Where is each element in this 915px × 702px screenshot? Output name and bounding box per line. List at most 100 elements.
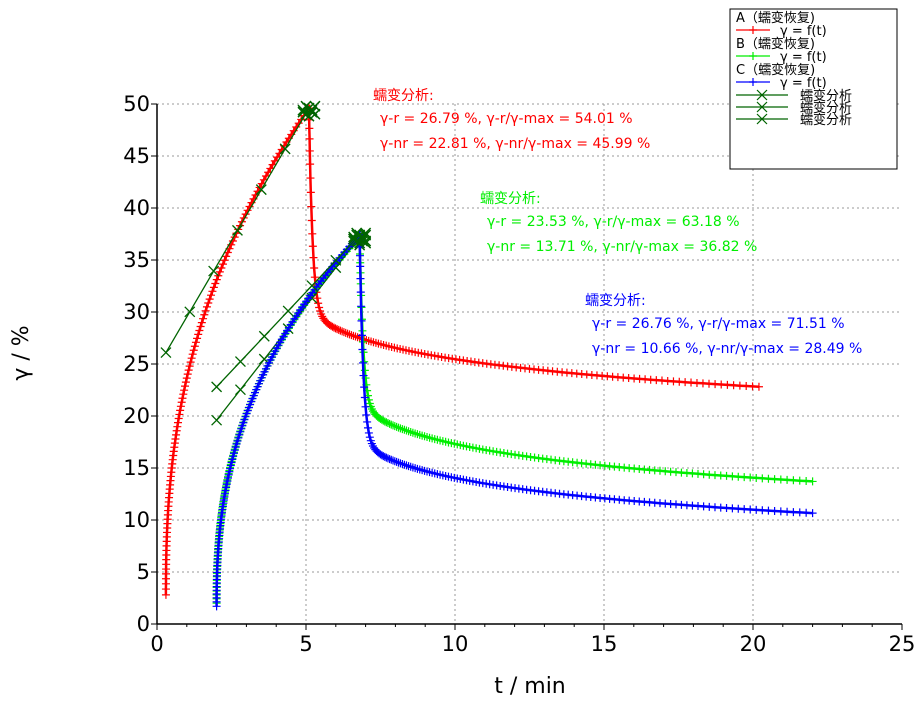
legend-entry: 蠕变分析 xyxy=(800,100,852,116)
fit-marker xyxy=(282,305,294,317)
data-point xyxy=(341,328,350,337)
data-point xyxy=(313,294,322,303)
annotation-title: 蠕变分析: xyxy=(373,88,434,104)
y-axis-label: γ / % xyxy=(9,325,34,380)
data-point xyxy=(181,378,190,387)
y-tick-label: 5 xyxy=(137,560,150,584)
data-point xyxy=(191,338,200,347)
fit-marker xyxy=(255,184,267,196)
data-point xyxy=(365,433,374,442)
annotation-line: γ-nr = 13.71 %, γ-nr/γ-max = 36.82 % xyxy=(487,239,757,255)
legend-item: B（蠕变恢复)γ = f(t) xyxy=(736,36,827,65)
data-point xyxy=(310,263,319,272)
fit-marker xyxy=(234,384,246,396)
data-point xyxy=(200,310,209,319)
data-point xyxy=(387,455,396,464)
data-point xyxy=(173,422,182,431)
legend-marker xyxy=(756,113,768,125)
annotation-line: γ-r = 26.79 %, γ-r/γ-max = 54.01 % xyxy=(380,111,633,127)
data-point xyxy=(356,262,365,271)
data-point xyxy=(215,267,224,276)
data-point xyxy=(338,327,347,336)
data-point xyxy=(305,134,314,143)
data-point xyxy=(306,174,315,183)
annotations: 蠕变分析: γ-r = 26.79 %, γ-r/γ-max = 54.01 % γ… xyxy=(373,88,862,357)
fit-marker xyxy=(211,414,223,426)
data-point xyxy=(176,402,185,411)
fit-marker xyxy=(330,254,342,266)
data-point xyxy=(357,331,366,340)
data-point xyxy=(351,332,360,341)
data-point xyxy=(360,383,369,392)
legend-title: B（蠕变恢复) xyxy=(736,36,815,52)
y-tick-label: 25 xyxy=(123,352,150,376)
data-point xyxy=(172,426,181,435)
data-point xyxy=(306,188,315,197)
data-point xyxy=(308,229,317,238)
data-point xyxy=(202,302,211,311)
data-point xyxy=(363,423,372,432)
x-tick-label: 20 xyxy=(740,632,767,656)
data-point xyxy=(361,402,370,411)
data-point xyxy=(353,333,362,342)
data-point xyxy=(211,279,220,288)
data-point xyxy=(199,314,208,323)
data-point xyxy=(356,251,365,260)
y-tick-label: 40 xyxy=(123,196,150,220)
data-point xyxy=(314,299,323,308)
legend-entry: 蠕变分析 xyxy=(800,88,852,104)
legend-item: 蠕变分析 xyxy=(736,100,852,116)
data-point xyxy=(217,263,226,272)
data-point xyxy=(347,331,356,340)
data-point xyxy=(306,160,315,169)
legend-entry: γ = f(t) xyxy=(780,76,827,91)
data-point xyxy=(174,414,183,423)
data-point xyxy=(208,287,217,296)
y-tick-label: 0 xyxy=(137,612,150,636)
data-point xyxy=(383,454,392,463)
data-point xyxy=(364,428,373,437)
data-point xyxy=(358,358,367,367)
x-axis-label: t / min xyxy=(494,674,566,699)
data-point xyxy=(396,459,405,468)
data-point xyxy=(172,430,181,439)
x-tick-label: 15 xyxy=(591,632,618,656)
data-point xyxy=(394,458,403,467)
fit-marker xyxy=(258,330,270,342)
annotation-1: 蠕变分析: γ-r = 23.53 %, γ-r/γ-max = 63.18 % γ… xyxy=(480,191,757,255)
data-point xyxy=(360,393,369,402)
data-point xyxy=(309,253,318,262)
x-tick-label: 5 xyxy=(299,632,312,656)
data-point xyxy=(308,242,317,251)
fit-marker xyxy=(309,100,321,112)
legend-item: 蠕变分析 xyxy=(736,88,852,104)
data-point xyxy=(193,334,202,343)
data-point xyxy=(357,302,366,311)
legend-marker xyxy=(749,52,757,60)
data-point xyxy=(385,419,394,428)
legend-box xyxy=(729,8,898,170)
legend-item: C（蠕变恢复)γ = f(t) xyxy=(736,62,827,91)
data-point xyxy=(398,425,407,434)
data-point xyxy=(334,325,343,334)
data-point xyxy=(183,370,192,379)
series-layer xyxy=(160,100,817,611)
data-point xyxy=(387,420,396,429)
y-tick-label: 35 xyxy=(123,248,150,272)
data-point xyxy=(390,457,399,466)
data-point xyxy=(175,410,184,419)
legend-item: A（蠕变恢复)γ = f(t) xyxy=(736,10,827,39)
data-point xyxy=(305,124,314,133)
series-1 xyxy=(211,229,817,608)
annotation-line: γ-r = 23.53 %, γ-r/γ-max = 63.18 % xyxy=(487,214,740,230)
data-point xyxy=(176,406,185,415)
legend: A（蠕变恢复)γ = f(t)B（蠕变恢复)γ = f(t)C（蠕变恢复)γ =… xyxy=(729,8,898,170)
data-point xyxy=(315,303,324,312)
legend-entry: γ = f(t) xyxy=(780,24,827,39)
data-point xyxy=(392,422,401,431)
data-point xyxy=(472,444,481,453)
legend-marker xyxy=(756,89,768,101)
data-point xyxy=(396,424,405,433)
legend-title: C（蠕变恢复) xyxy=(736,62,815,78)
